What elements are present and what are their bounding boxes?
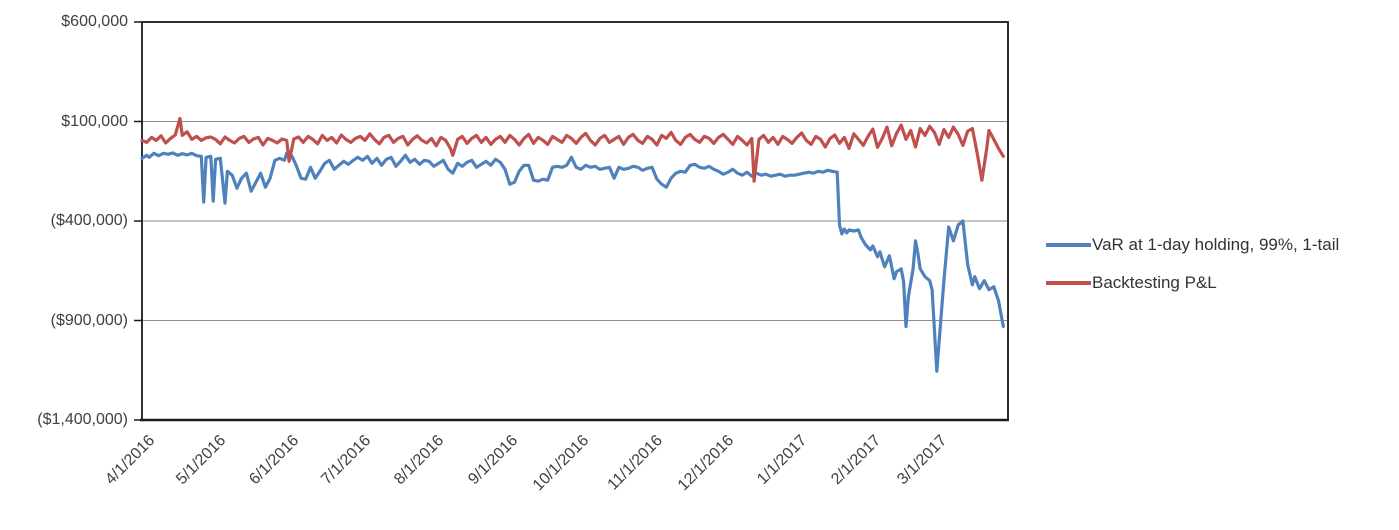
legend-item-var: VaR at 1-day holding, 99%, 1-tail bbox=[1046, 233, 1339, 257]
y-axis-label: $100,000 bbox=[61, 112, 128, 130]
legend-label-var: VaR at 1-day holding, 99%, 1-tail bbox=[1092, 235, 1340, 254]
y-axis-label: ($400,000) bbox=[50, 212, 128, 229]
var-series-line-icon bbox=[1046, 243, 1091, 247]
legend: VaR at 1-day holding, 99%, 1-tail Backte… bbox=[1046, 233, 1339, 309]
legend-label-pnl: Backtesting P&L bbox=[1092, 273, 1217, 292]
series-line-var bbox=[140, 151, 1005, 373]
series-line-pnl bbox=[140, 116, 1005, 183]
legend-item-pnl: Backtesting P&L bbox=[1046, 271, 1339, 295]
y-axis-label: $600,000 bbox=[61, 13, 128, 30]
y-axis-label: ($900,000) bbox=[50, 311, 128, 329]
y-axis-label: ($1,400,000) bbox=[37, 411, 128, 428]
pnl-series-line-icon bbox=[1046, 281, 1091, 285]
